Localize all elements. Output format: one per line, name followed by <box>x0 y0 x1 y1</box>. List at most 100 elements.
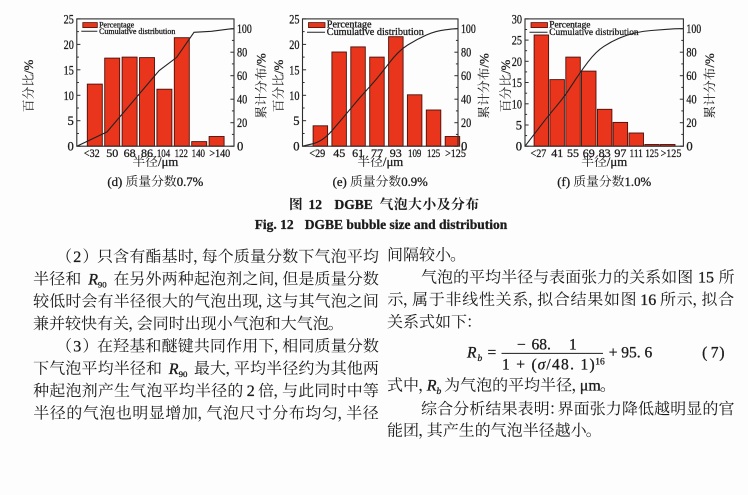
svg-text:45: 45 <box>333 146 345 160</box>
svg-text:b: b <box>437 386 442 397</box>
svg-text:2: 2 <box>73 249 81 266</box>
svg-text:1.0%: 1.0% <box>625 175 652 189</box>
svg-text:111: 111 <box>630 146 643 160</box>
svg-text:90: 90 <box>98 280 107 290</box>
svg-text:100: 100 <box>686 22 701 36</box>
svg-text:0.7%: 0.7% <box>177 175 204 189</box>
svg-text:30: 30 <box>512 12 522 26</box>
svg-text:97: 97 <box>614 146 626 160</box>
svg-text:40: 40 <box>237 93 247 107</box>
svg-text:/%: /% <box>22 59 36 74</box>
svg-text:<27: <27 <box>531 146 547 160</box>
svg-text:20: 20 <box>686 116 696 130</box>
svg-text:>140: >140 <box>209 146 230 160</box>
svg-text:60: 60 <box>461 69 471 83</box>
svg-text:0.9%: 0.9% <box>401 175 428 189</box>
svg-text:12: 12 <box>309 197 323 212</box>
svg-text:20: 20 <box>512 55 522 69</box>
svg-text:50: 50 <box>106 146 118 160</box>
svg-text:R: R <box>87 271 98 288</box>
svg-text:R: R <box>466 345 477 362</box>
svg-text:DGBE bubble size and distribut: DGBE bubble size and distribution <box>305 217 508 232</box>
svg-text:): ) <box>719 345 724 362</box>
svg-text:<32: <32 <box>84 146 100 160</box>
svg-text:16: 16 <box>640 292 656 309</box>
svg-text:/%: /% <box>499 59 513 74</box>
svg-text:60: 60 <box>686 69 696 83</box>
svg-text:/μm: /μm <box>607 155 627 169</box>
svg-text:20: 20 <box>237 116 247 130</box>
svg-text:0: 0 <box>516 140 522 154</box>
svg-text:109: 109 <box>408 146 421 160</box>
svg-text:/48. 1): /48. 1) <box>546 357 596 374</box>
svg-text:68.: 68. <box>532 336 551 353</box>
svg-text:0: 0 <box>686 140 692 154</box>
svg-text:140: 140 <box>192 146 205 160</box>
svg-text:15: 15 <box>64 63 74 77</box>
svg-text:0: 0 <box>461 140 467 154</box>
svg-text:/%: /% <box>272 59 286 74</box>
svg-text:+ 95. 6: + 95. 6 <box>609 345 653 362</box>
svg-text:(e): (e) <box>333 175 347 189</box>
svg-text:20: 20 <box>461 116 471 130</box>
svg-text:Percentage: Percentage <box>99 21 135 30</box>
svg-text:R: R <box>168 361 179 378</box>
svg-text:15: 15 <box>512 76 522 90</box>
svg-text:Cumulative distribution: Cumulative distribution <box>327 27 424 38</box>
svg-text:>125: >125 <box>661 146 682 160</box>
svg-text:1: 1 <box>569 336 577 353</box>
svg-text:25: 25 <box>64 12 74 26</box>
svg-text:61: 61 <box>352 146 364 160</box>
svg-text:104: 104 <box>157 146 170 160</box>
svg-text:125: 125 <box>427 146 440 160</box>
svg-text:Fig. 12: Fig. 12 <box>255 217 294 232</box>
svg-text:10: 10 <box>289 89 299 103</box>
svg-text:Cumulative distribution: Cumulative distribution <box>99 27 175 36</box>
svg-text:7: 7 <box>711 345 719 362</box>
svg-text:(f): (f) <box>557 175 570 189</box>
svg-text:μm: μm <box>580 378 602 395</box>
svg-text:(d): (d) <box>107 175 122 189</box>
svg-text:80: 80 <box>686 46 696 60</box>
svg-text:−: − <box>517 336 526 353</box>
svg-text:20: 20 <box>289 38 299 52</box>
svg-text:77: 77 <box>371 146 383 160</box>
svg-text:100: 100 <box>237 22 252 36</box>
svg-text:16: 16 <box>595 357 605 367</box>
svg-text:125: 125 <box>645 146 658 160</box>
svg-text:b: b <box>478 354 483 364</box>
svg-text:25: 25 <box>289 12 299 26</box>
svg-text:80: 80 <box>461 46 471 60</box>
svg-text:10: 10 <box>512 97 522 111</box>
svg-text:86: 86 <box>141 146 153 160</box>
svg-text:=: = <box>488 345 497 362</box>
svg-text:10: 10 <box>64 89 74 103</box>
svg-text:25: 25 <box>512 34 522 48</box>
svg-text:0: 0 <box>68 140 74 154</box>
svg-text:σ: σ <box>538 357 547 374</box>
svg-text:60: 60 <box>237 69 247 83</box>
svg-text:41: 41 <box>551 146 563 160</box>
svg-text:69: 69 <box>583 146 595 160</box>
svg-text:55: 55 <box>567 146 579 160</box>
svg-text:5: 5 <box>293 114 299 128</box>
svg-text:R: R <box>426 378 437 395</box>
svg-text:Percentage: Percentage <box>327 20 372 31</box>
svg-text:Cumulative distribution: Cumulative distribution <box>549 28 639 38</box>
svg-text:93: 93 <box>390 146 402 160</box>
svg-text:40: 40 <box>461 93 471 107</box>
svg-text:/%: /% <box>703 53 717 68</box>
svg-text:1 + (: 1 + ( <box>502 357 538 374</box>
svg-text:0: 0 <box>293 140 299 154</box>
svg-text:/%: /% <box>255 53 269 68</box>
svg-text:80: 80 <box>237 46 247 60</box>
svg-text:/μm: /μm <box>383 155 403 169</box>
svg-text:Percentage: Percentage <box>549 21 590 31</box>
svg-text:5: 5 <box>516 119 522 133</box>
svg-text:>125: >125 <box>445 146 466 160</box>
svg-text:15: 15 <box>698 270 714 287</box>
svg-text:2: 2 <box>247 383 255 400</box>
svg-text:90: 90 <box>179 369 188 379</box>
svg-text:(: ( <box>702 345 707 362</box>
svg-text:122: 122 <box>175 146 188 160</box>
